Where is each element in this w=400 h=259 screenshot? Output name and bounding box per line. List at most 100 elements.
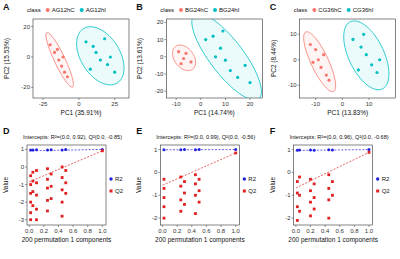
y-axis-label: PC2 (13.61%) [136,38,144,79]
point [309,178,312,181]
x-tick-label: -25 [39,101,48,107]
point [101,149,104,152]
x-tick-label: 0.8 [350,228,359,234]
panel-letter: F [270,126,276,136]
x-tick [369,225,370,227]
point [57,58,60,61]
point [204,38,207,41]
y-tick-label: 0 [160,54,164,60]
x-tick-label: -10 [311,101,320,107]
x-tick-label: 0.4 [188,228,197,234]
point [84,40,87,43]
y-tick-label: 0 [27,54,31,60]
point [99,58,102,61]
legend-symbol [109,177,112,180]
y-tick [298,59,300,60]
point [162,148,165,151]
x-tick [342,98,343,100]
x-axis-label: PC1 (13.83%) [327,109,368,117]
point [61,55,64,58]
point [331,194,334,197]
y-axis-label: Value [135,177,142,194]
point [56,48,59,51]
legend-symbol [312,8,316,12]
x-tick [200,98,201,100]
x-tick [310,225,311,227]
point [35,218,38,221]
y-tick [158,218,160,219]
legend-label: CG36hC [318,7,342,13]
y-tick [164,39,166,40]
point [182,57,185,60]
plot-area [29,148,104,221]
plot-area [46,27,124,87]
point [29,201,32,204]
x-tick-label: 0 [199,101,203,107]
y-tick-label: -2 [152,215,158,221]
x-tick [43,225,44,227]
point [234,148,237,151]
point [313,208,316,211]
x-tick-label: 1.0 [232,228,241,234]
point [46,187,49,190]
legend-symbol [179,8,183,12]
x-tick-label: 25 [111,101,118,107]
point [313,196,316,199]
x-tick-label: 10 [222,101,229,107]
point [179,198,182,201]
point [359,45,362,48]
point [331,180,334,183]
point [46,199,49,202]
x-tick [339,225,340,227]
point [31,190,34,193]
y-tick [298,85,300,86]
point [198,189,201,192]
point [61,188,64,191]
y-tick-label: -1 [19,182,25,188]
point [31,180,34,183]
point [319,66,322,69]
point [309,189,312,192]
y-tick [25,202,27,203]
plot-frame [300,19,396,98]
x-tick-label: 0 [77,101,81,107]
y-tick-label: 20 [157,19,164,25]
y-tick [292,195,294,196]
y-tick [158,195,160,196]
point [298,194,301,197]
plot-frame [160,145,239,225]
y-tick-label: -2 [285,215,291,221]
y-tick-label: 10 [290,31,297,37]
point [296,219,299,222]
chart-title: Intercepts: R²=(0.0, 0.96), Q²(0.0, -0.6… [290,134,389,140]
point [296,180,299,183]
point [61,215,64,218]
y-tick-label: 1 [287,147,291,153]
point [50,173,53,176]
point [325,73,328,76]
y-tick [25,149,27,150]
point [229,69,232,72]
y-tick [164,22,166,23]
y-axis-label: Value [2,177,9,194]
x-tick-label: 0.4 [54,228,63,234]
point [375,71,378,74]
x-tick [29,225,30,227]
point [53,51,56,54]
point [327,148,330,151]
point [370,63,373,66]
point [219,47,222,50]
x-tick-label: 0.0 [158,228,167,234]
point [309,214,312,217]
legend-label: Q2 [115,188,124,194]
point [248,81,251,84]
panel-letter: E [136,126,142,136]
point [183,192,186,195]
point [194,148,197,151]
y-tick-label: -10 [288,82,297,88]
panel-letter: C [270,2,277,12]
legend-label: Q2 [248,188,257,194]
x-tick [162,225,163,227]
point [327,198,330,201]
legend-label: AG12hC [52,7,76,13]
